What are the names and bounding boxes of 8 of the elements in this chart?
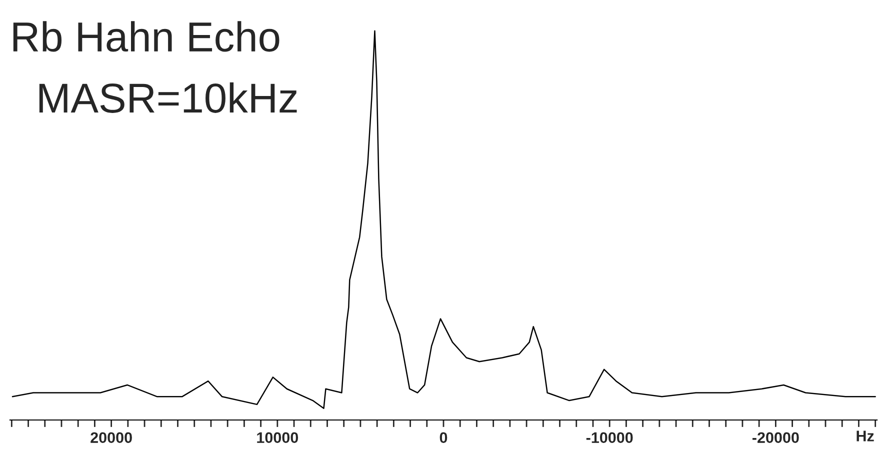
x-tick-label: 0 <box>440 432 448 444</box>
x-tick-label: -20000 <box>752 432 799 444</box>
x-tick-label: -10000 <box>586 432 633 444</box>
x-tick-label: 20000 <box>90 432 132 444</box>
x-axis-title: Hz <box>856 430 874 442</box>
x-tick-label: 10000 <box>257 432 298 444</box>
annotation: Rb Hahn Echo <box>13 21 280 52</box>
annotation: MASR=10kHz <box>39 82 297 113</box>
